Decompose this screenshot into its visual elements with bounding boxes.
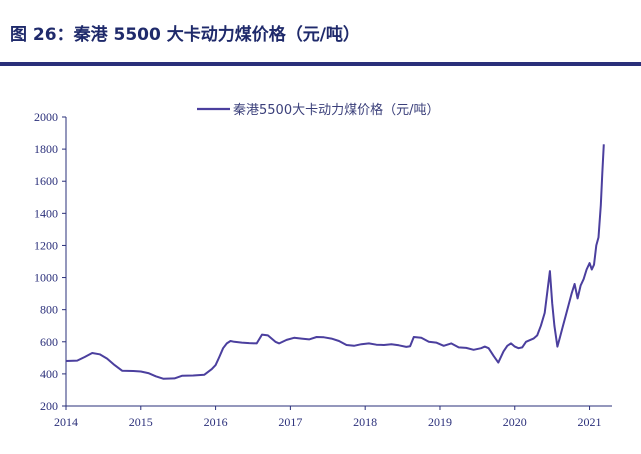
y-tick-label: 2000 [34, 110, 58, 124]
y-tick-label: 200 [40, 399, 58, 413]
axes [62, 116, 612, 410]
legend: 秦港5500大卡动力煤价格（元/吨） [197, 102, 439, 118]
figure-title: 图 26：秦港 5500 大卡动力煤价格（元/吨） [10, 25, 360, 45]
tick-labels: 200 400 600 800 1000 1200 1400 1600 1800 2000 2014… [34, 110, 602, 429]
y-tick-label: 800 [40, 303, 58, 317]
x-tick-label: 2021 [578, 415, 602, 429]
legend-label: 秦港5500大卡动力煤价格（元/吨） [233, 102, 439, 118]
series-layer [65, 144, 605, 380]
y-tick-label: 1400 [34, 206, 58, 220]
x-tick-label: 2015 [129, 415, 153, 429]
series-line-0 [65, 144, 605, 380]
y-tick-label: 400 [40, 367, 58, 381]
x-tick-label: 2016 [204, 415, 228, 429]
y-tick-label: 1200 [34, 238, 58, 252]
x-tick-label: 2017 [278, 415, 302, 429]
x-tick-label: 2014 [54, 415, 78, 429]
y-tick-label: 1800 [34, 142, 58, 156]
header-rule [0, 62, 641, 66]
y-tick-label: 1600 [34, 174, 58, 188]
x-tick-label: 2019 [428, 415, 452, 429]
y-tick-label: 600 [40, 335, 58, 349]
figure-header: 图 26：秦港 5500 大卡动力煤价格（元/吨） [8, 10, 633, 50]
x-tick-label: 2020 [503, 415, 527, 429]
x-tick-label: 2018 [353, 415, 377, 429]
y-tick-label: 1000 [34, 271, 58, 285]
